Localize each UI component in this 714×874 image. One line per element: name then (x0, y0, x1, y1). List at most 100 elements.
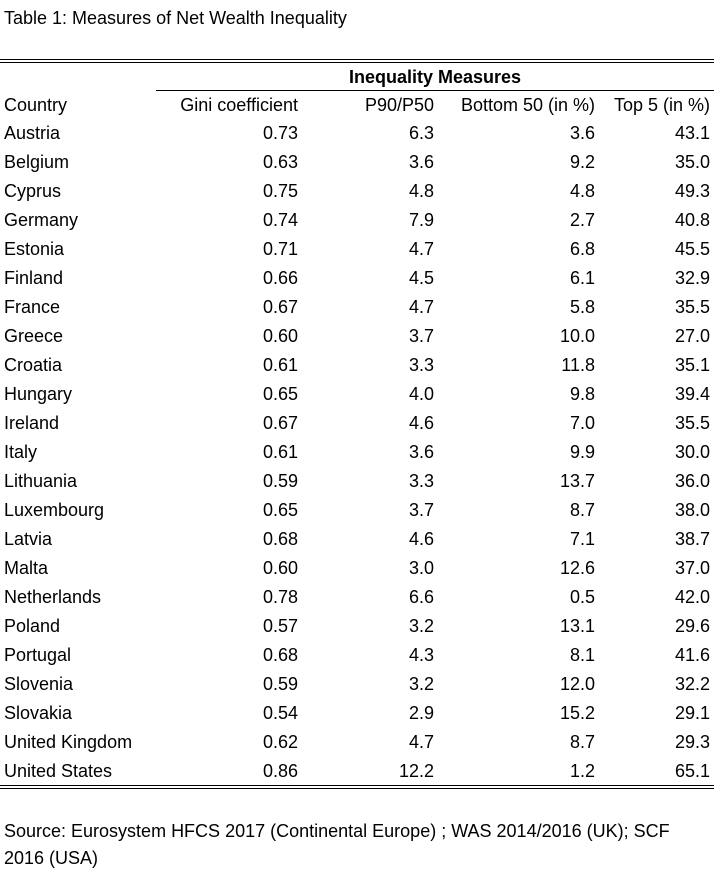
table-caption: Table 1: Measures of Net Wealth Inequali… (4, 8, 347, 28)
cell-country: Germany (4, 210, 79, 230)
cell-top5: 49.3 (674, 181, 710, 201)
cell-p90p50: 7.9 (408, 210, 434, 230)
cell-country: Finland (4, 268, 64, 288)
column-header-top5: Top 5 (in %) (613, 95, 710, 115)
cell-country: Luxembourg (4, 500, 105, 520)
cell-gini: 0.57 (262, 616, 298, 636)
cell-top5: 38.7 (674, 529, 710, 549)
cell-top5: 38.0 (674, 500, 710, 520)
cell-gini: 0.68 (262, 529, 298, 549)
cell-p90p50: 4.7 (408, 732, 434, 752)
top-rule (0, 59, 714, 60)
cell-bottom50: 7.1 (569, 529, 595, 549)
table-row: Italy 0.61 3.6 9.9 30.0 (0, 438, 714, 467)
cell-top5: 29.3 (674, 732, 710, 752)
table-row: Ireland 0.67 4.6 7.0 35.5 (0, 409, 714, 438)
group-header-rule (156, 90, 714, 91)
cell-gini: 0.60 (262, 326, 298, 346)
column-header-gini: Gini coefficient (180, 95, 298, 115)
cell-country: Greece (4, 326, 64, 346)
cell-bottom50: 10.0 (559, 326, 595, 346)
cell-p90p50: 3.2 (408, 616, 434, 636)
table-row: Croatia 0.61 3.3 11.8 35.1 (0, 351, 714, 380)
cell-gini: 0.61 (262, 442, 298, 462)
cell-p90p50: 4.7 (408, 297, 434, 317)
cell-bottom50: 5.8 (569, 297, 595, 317)
cell-top5: 32.9 (674, 268, 710, 288)
cell-country: Portugal (4, 645, 72, 665)
cell-top5: 42.0 (674, 587, 710, 607)
cell-bottom50: 8.7 (569, 500, 595, 520)
cell-top5: 32.2 (674, 674, 710, 694)
table-row: Austria 0.73 6.3 3.6 43.1 (0, 119, 714, 148)
table-row: Slovenia 0.59 3.2 12.0 32.2 (0, 670, 714, 699)
table-row: France 0.67 4.7 5.8 35.5 (0, 293, 714, 322)
cell-top5: 35.5 (674, 297, 710, 317)
table-row: Germany 0.74 7.9 2.7 40.8 (0, 206, 714, 235)
table-row: United Kingdom 0.62 4.7 8.7 29.3 (0, 728, 714, 757)
table-row: Latvia 0.68 4.6 7.1 38.7 (0, 525, 714, 554)
table-row: Belgium 0.63 3.6 9.2 35.0 (0, 148, 714, 177)
bottom-rule (0, 785, 714, 786)
cell-bottom50: 2.7 (569, 210, 595, 230)
group-header: Inequality Measures (348, 67, 522, 87)
cell-country: Slovenia (4, 674, 74, 694)
column-header-p90p50: P90/P50 (364, 95, 434, 115)
cell-top5: 43.1 (674, 123, 710, 143)
cell-country: United Kingdom (4, 732, 133, 752)
cell-country: Latvia (4, 529, 53, 549)
table-row: Slovakia 0.54 2.9 15.2 29.1 (0, 699, 714, 728)
cell-bottom50: 12.6 (559, 558, 595, 578)
cell-gini: 0.65 (262, 384, 298, 404)
cell-gini: 0.86 (262, 761, 298, 781)
cell-top5: 45.5 (674, 239, 710, 259)
cell-p90p50: 12.2 (398, 761, 434, 781)
cell-gini: 0.66 (262, 268, 298, 288)
cell-gini: 0.54 (262, 703, 298, 723)
cell-top5: 37.0 (674, 558, 710, 578)
cell-gini: 0.73 (262, 123, 298, 143)
table-row: Finland 0.66 4.5 6.1 32.9 (0, 264, 714, 293)
cell-p90p50: 3.7 (408, 326, 434, 346)
header-row: Country Gini coefficient P90/P50 Bottom … (0, 91, 714, 119)
cell-bottom50: 13.1 (559, 616, 595, 636)
inequality-table: Country Gini coefficient P90/P50 Bottom … (0, 91, 714, 786)
cell-p90p50: 4.8 (408, 181, 434, 201)
cell-top5: 41.6 (674, 645, 710, 665)
cell-country: Belgium (4, 152, 70, 172)
cell-bottom50: 8.1 (569, 645, 595, 665)
cell-p90p50: 3.6 (408, 442, 434, 462)
cell-country: Poland (4, 616, 61, 636)
cell-p90p50: 3.3 (408, 471, 434, 491)
table-row: Poland 0.57 3.2 13.1 29.6 (0, 612, 714, 641)
cell-p90p50: 3.2 (408, 674, 434, 694)
cell-p90p50: 3.7 (408, 500, 434, 520)
cell-top5: 36.0 (674, 471, 710, 491)
cell-p90p50: 2.9 (408, 703, 434, 723)
cell-bottom50: 8.7 (569, 732, 595, 752)
cell-gini: 0.60 (262, 558, 298, 578)
cell-gini: 0.68 (262, 645, 298, 665)
cell-top5: 27.0 (674, 326, 710, 346)
cell-p90p50: 4.6 (408, 529, 434, 549)
cell-top5: 40.8 (674, 210, 710, 230)
table-row: Lithuania 0.59 3.3 13.7 36.0 (0, 467, 714, 496)
table-body: Austria 0.73 6.3 3.6 43.1 Belgium 0.63 3.6 9.2 35… (0, 119, 714, 786)
cell-bottom50: 9.8 (569, 384, 595, 404)
table-row: Netherlands 0.78 6.6 0.5 42.0 (0, 583, 714, 612)
cell-top5: 35.1 (674, 355, 710, 375)
cell-country: Estonia (4, 239, 65, 259)
cell-p90p50: 4.7 (408, 239, 434, 259)
cell-bottom50: 9.9 (569, 442, 595, 462)
cell-country: France (4, 297, 61, 317)
cell-top5: 65.1 (674, 761, 710, 781)
cell-country: Cyprus (4, 181, 62, 201)
cell-bottom50: 1.2 (569, 761, 595, 781)
table-row: Luxembourg 0.65 3.7 8.7 38.0 (0, 496, 714, 525)
cell-country: Netherlands (4, 587, 102, 607)
cell-gini: 0.71 (262, 239, 298, 259)
cell-gini: 0.74 (262, 210, 298, 230)
cell-gini: 0.61 (262, 355, 298, 375)
cell-top5: 29.1 (674, 703, 710, 723)
